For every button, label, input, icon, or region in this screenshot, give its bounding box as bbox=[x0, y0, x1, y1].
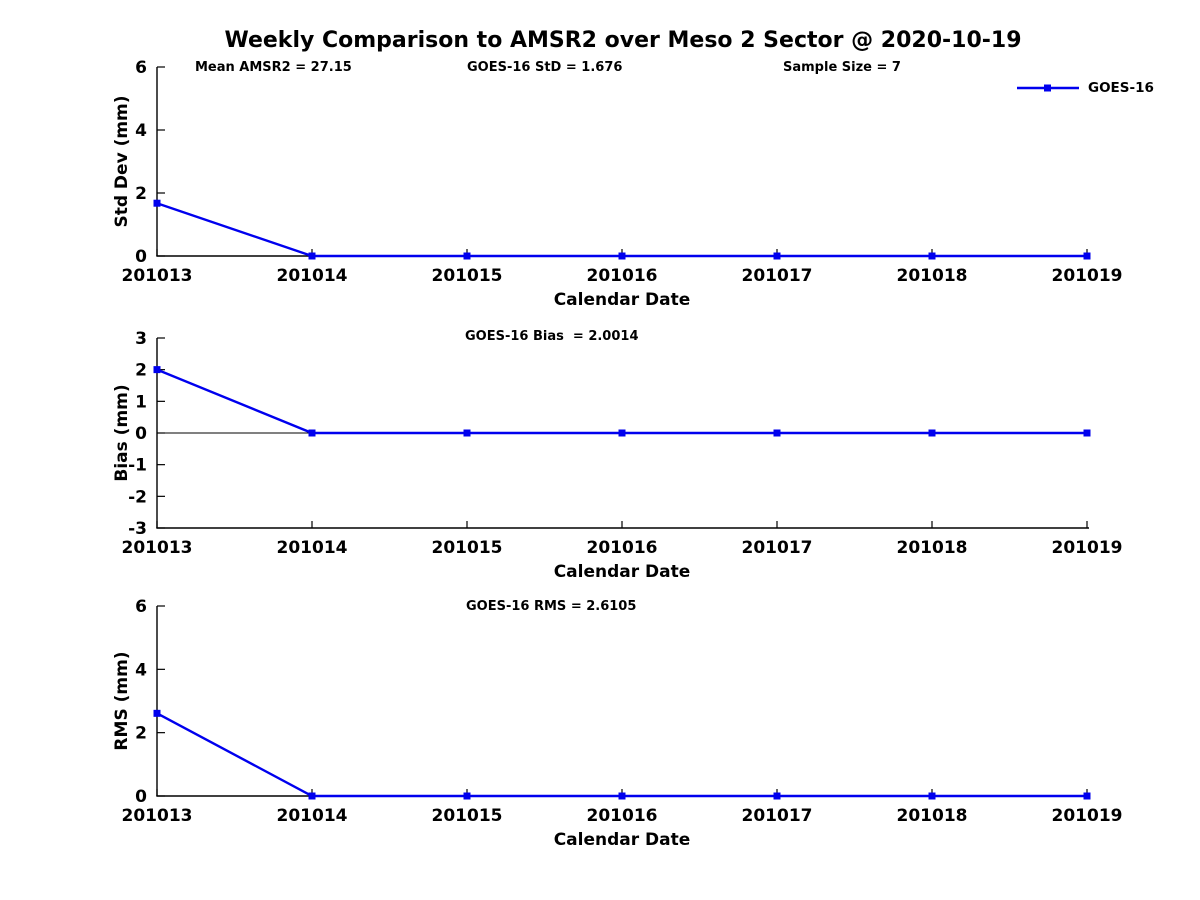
series-line-goes-16 bbox=[156, 368, 1087, 435]
legend-line-sample bbox=[1017, 84, 1079, 92]
annotation-sample-size: Sample Size = 7 bbox=[783, 60, 901, 75]
x-tick-label: 201015 bbox=[432, 806, 503, 826]
y-tick-label: 0 bbox=[135, 247, 147, 267]
y-axis-title: RMS (mm) bbox=[112, 651, 132, 750]
x-tick-label: 201019 bbox=[1052, 266, 1123, 286]
y-tick-label: 2 bbox=[135, 724, 147, 744]
y-axis-title: Std Dev (mm) bbox=[112, 95, 132, 227]
x-axis-title: Calendar Date bbox=[554, 562, 691, 582]
x-tick-label: 201017 bbox=[742, 266, 813, 286]
y-tick-label: 2 bbox=[135, 184, 147, 204]
series-line-goes-16 bbox=[156, 712, 1087, 798]
subplot-rms: 201013 201014 201015 201016 201017 201018 2010… bbox=[112, 597, 1122, 850]
y-axis-title: Bias (mm) bbox=[112, 384, 132, 481]
annotation-goes16-rms: GOES-16 RMS = 2.6105 bbox=[466, 599, 637, 614]
subplot-bias: 201013 201014 201015 201016 201017 201018 2010… bbox=[112, 329, 1122, 582]
x-tick-label: 201019 bbox=[1052, 538, 1123, 558]
x-tick-label: 201013 bbox=[122, 806, 193, 826]
data-point-marker bbox=[1083, 429, 1091, 437]
data-point-marker bbox=[463, 429, 471, 437]
x-tick-label: 201016 bbox=[587, 806, 658, 826]
data-point-marker bbox=[618, 792, 626, 800]
series-line-goes-16 bbox=[156, 202, 1087, 258]
subplot-std-dev: 201013 201014 201015 201016 201017 201018 2010… bbox=[112, 58, 1122, 310]
data-point-marker bbox=[463, 252, 471, 260]
x-tick-label: 201019 bbox=[1052, 806, 1123, 826]
data-point-marker bbox=[928, 429, 936, 437]
data-point-marker bbox=[773, 252, 781, 260]
x-tick-label: 201014 bbox=[277, 538, 348, 558]
x-axis-title: Calendar Date bbox=[554, 830, 691, 850]
data-point-marker bbox=[928, 792, 936, 800]
x-tick-label: 201018 bbox=[897, 266, 968, 286]
data-point-marker bbox=[1083, 792, 1091, 800]
y-tick-label: 0 bbox=[135, 787, 147, 807]
figure-title: Weekly Comparison to AMSR2 over Meso 2 S… bbox=[224, 28, 1022, 53]
x-tick-label: 201016 bbox=[587, 266, 658, 286]
y-tick-label: 0 bbox=[135, 424, 147, 444]
x-tick-label: 201015 bbox=[432, 538, 503, 558]
data-point-marker bbox=[153, 709, 161, 717]
data-point-marker bbox=[773, 429, 781, 437]
y-tick-label: -3 bbox=[128, 519, 147, 539]
data-point-marker bbox=[463, 792, 471, 800]
x-tick-label: 201017 bbox=[742, 806, 813, 826]
x-tick-label: 201014 bbox=[277, 806, 348, 826]
data-point-marker bbox=[618, 252, 626, 260]
legend: GOES-16 bbox=[1016, 80, 1154, 96]
annotation-mean-amsr2: Mean AMSR2 = 27.15 bbox=[195, 60, 352, 75]
x-tick-label: 201018 bbox=[897, 806, 968, 826]
x-tick-label: 201013 bbox=[122, 538, 193, 558]
x-tick-label: 201016 bbox=[587, 538, 658, 558]
data-point-marker bbox=[1083, 252, 1091, 260]
y-tick-label: 4 bbox=[135, 660, 147, 680]
x-axis-title: Calendar Date bbox=[554, 290, 691, 310]
y-tick-label: 6 bbox=[135, 58, 147, 78]
annotation-goes16-std: GOES-16 StD = 1.676 bbox=[467, 60, 623, 75]
data-point-marker bbox=[618, 429, 626, 437]
x-tick-label: 201013 bbox=[122, 266, 193, 286]
data-point-marker bbox=[153, 199, 161, 207]
data-point-marker bbox=[308, 429, 316, 437]
x-tick-label: 201018 bbox=[897, 538, 968, 558]
x-tick-label: 201014 bbox=[277, 266, 348, 286]
y-tick-label: 3 bbox=[135, 329, 147, 349]
legend-marker-square bbox=[1044, 84, 1051, 92]
y-tick-label: 2 bbox=[135, 361, 147, 381]
y-tick-label: 1 bbox=[135, 392, 147, 412]
data-point-marker bbox=[308, 252, 316, 260]
data-point-marker bbox=[773, 792, 781, 800]
data-point-marker bbox=[308, 792, 316, 800]
legend-label: GOES-16 bbox=[1088, 80, 1154, 96]
annotation-goes16-bias: GOES-16 Bias = 2.0014 bbox=[465, 329, 639, 344]
y-tick-label: 4 bbox=[135, 121, 147, 141]
y-tick-label: -2 bbox=[128, 487, 147, 507]
data-point-marker bbox=[928, 252, 936, 260]
x-tick-label: 201017 bbox=[742, 538, 813, 558]
y-tick-label: -1 bbox=[128, 456, 147, 476]
data-point-marker bbox=[153, 366, 161, 374]
x-tick-label: 201015 bbox=[432, 266, 503, 286]
y-tick-label: 6 bbox=[135, 597, 147, 617]
